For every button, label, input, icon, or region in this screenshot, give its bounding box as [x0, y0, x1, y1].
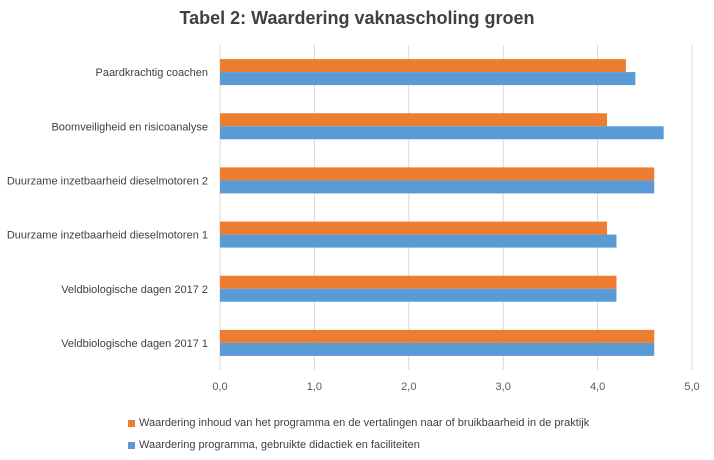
x-tick-label: 1,0	[307, 381, 322, 393]
y-tick-label: Duurzame inzetbaarheid dieselmotoren 1	[7, 230, 208, 242]
x-tick-label: 3,0	[496, 381, 511, 393]
chart-title: Tabel 2: Waardering vaknascholing groen	[179, 8, 535, 28]
legend-item-series-2: Waardering programma, gebruikte didactie…	[128, 434, 589, 456]
legend-label-series-2: Waardering programma, gebruikte didactie…	[139, 439, 420, 451]
bar-series-1	[220, 275, 617, 289]
bar-series-1	[220, 113, 608, 127]
x-tick-label: 0,0	[212, 381, 227, 393]
y-tick-label: Boomveiligheid en risicoanalyse	[51, 121, 208, 133]
bar-series-2	[220, 234, 617, 248]
bar-series-2	[220, 72, 636, 86]
y-tick-label: Paardkrachtig coachen	[95, 67, 208, 79]
bar-series-1	[220, 167, 655, 181]
bar-series-2	[220, 342, 655, 356]
bar-series-1	[220, 221, 608, 235]
bar-series-1	[220, 59, 626, 73]
bar-series-2	[220, 126, 664, 140]
x-tick-label: 5,0	[684, 381, 699, 393]
bar-series-1	[220, 329, 655, 343]
legend-item-series-1: Waardering inhoud van het programma en d…	[128, 412, 589, 434]
chart-legend: Waardering inhoud van het programma en d…	[128, 412, 589, 456]
legend-swatch-series-1	[128, 419, 135, 427]
y-tick-label: Veldbiologische dagen 2017 1	[61, 338, 208, 350]
bar-series-2	[220, 180, 655, 194]
y-tick-label: Veldbiologische dagen 2017 2	[61, 284, 208, 296]
legend-swatch-series-2	[128, 441, 135, 449]
x-tick-label: 2,0	[401, 381, 416, 393]
y-tick-label: Duurzame inzetbaarheid dieselmotoren 2	[7, 175, 208, 187]
legend-label-series-1: Waardering inhoud van het programma en d…	[139, 417, 590, 429]
bar-series-2	[220, 288, 617, 302]
x-tick-label: 4,0	[590, 381, 605, 393]
